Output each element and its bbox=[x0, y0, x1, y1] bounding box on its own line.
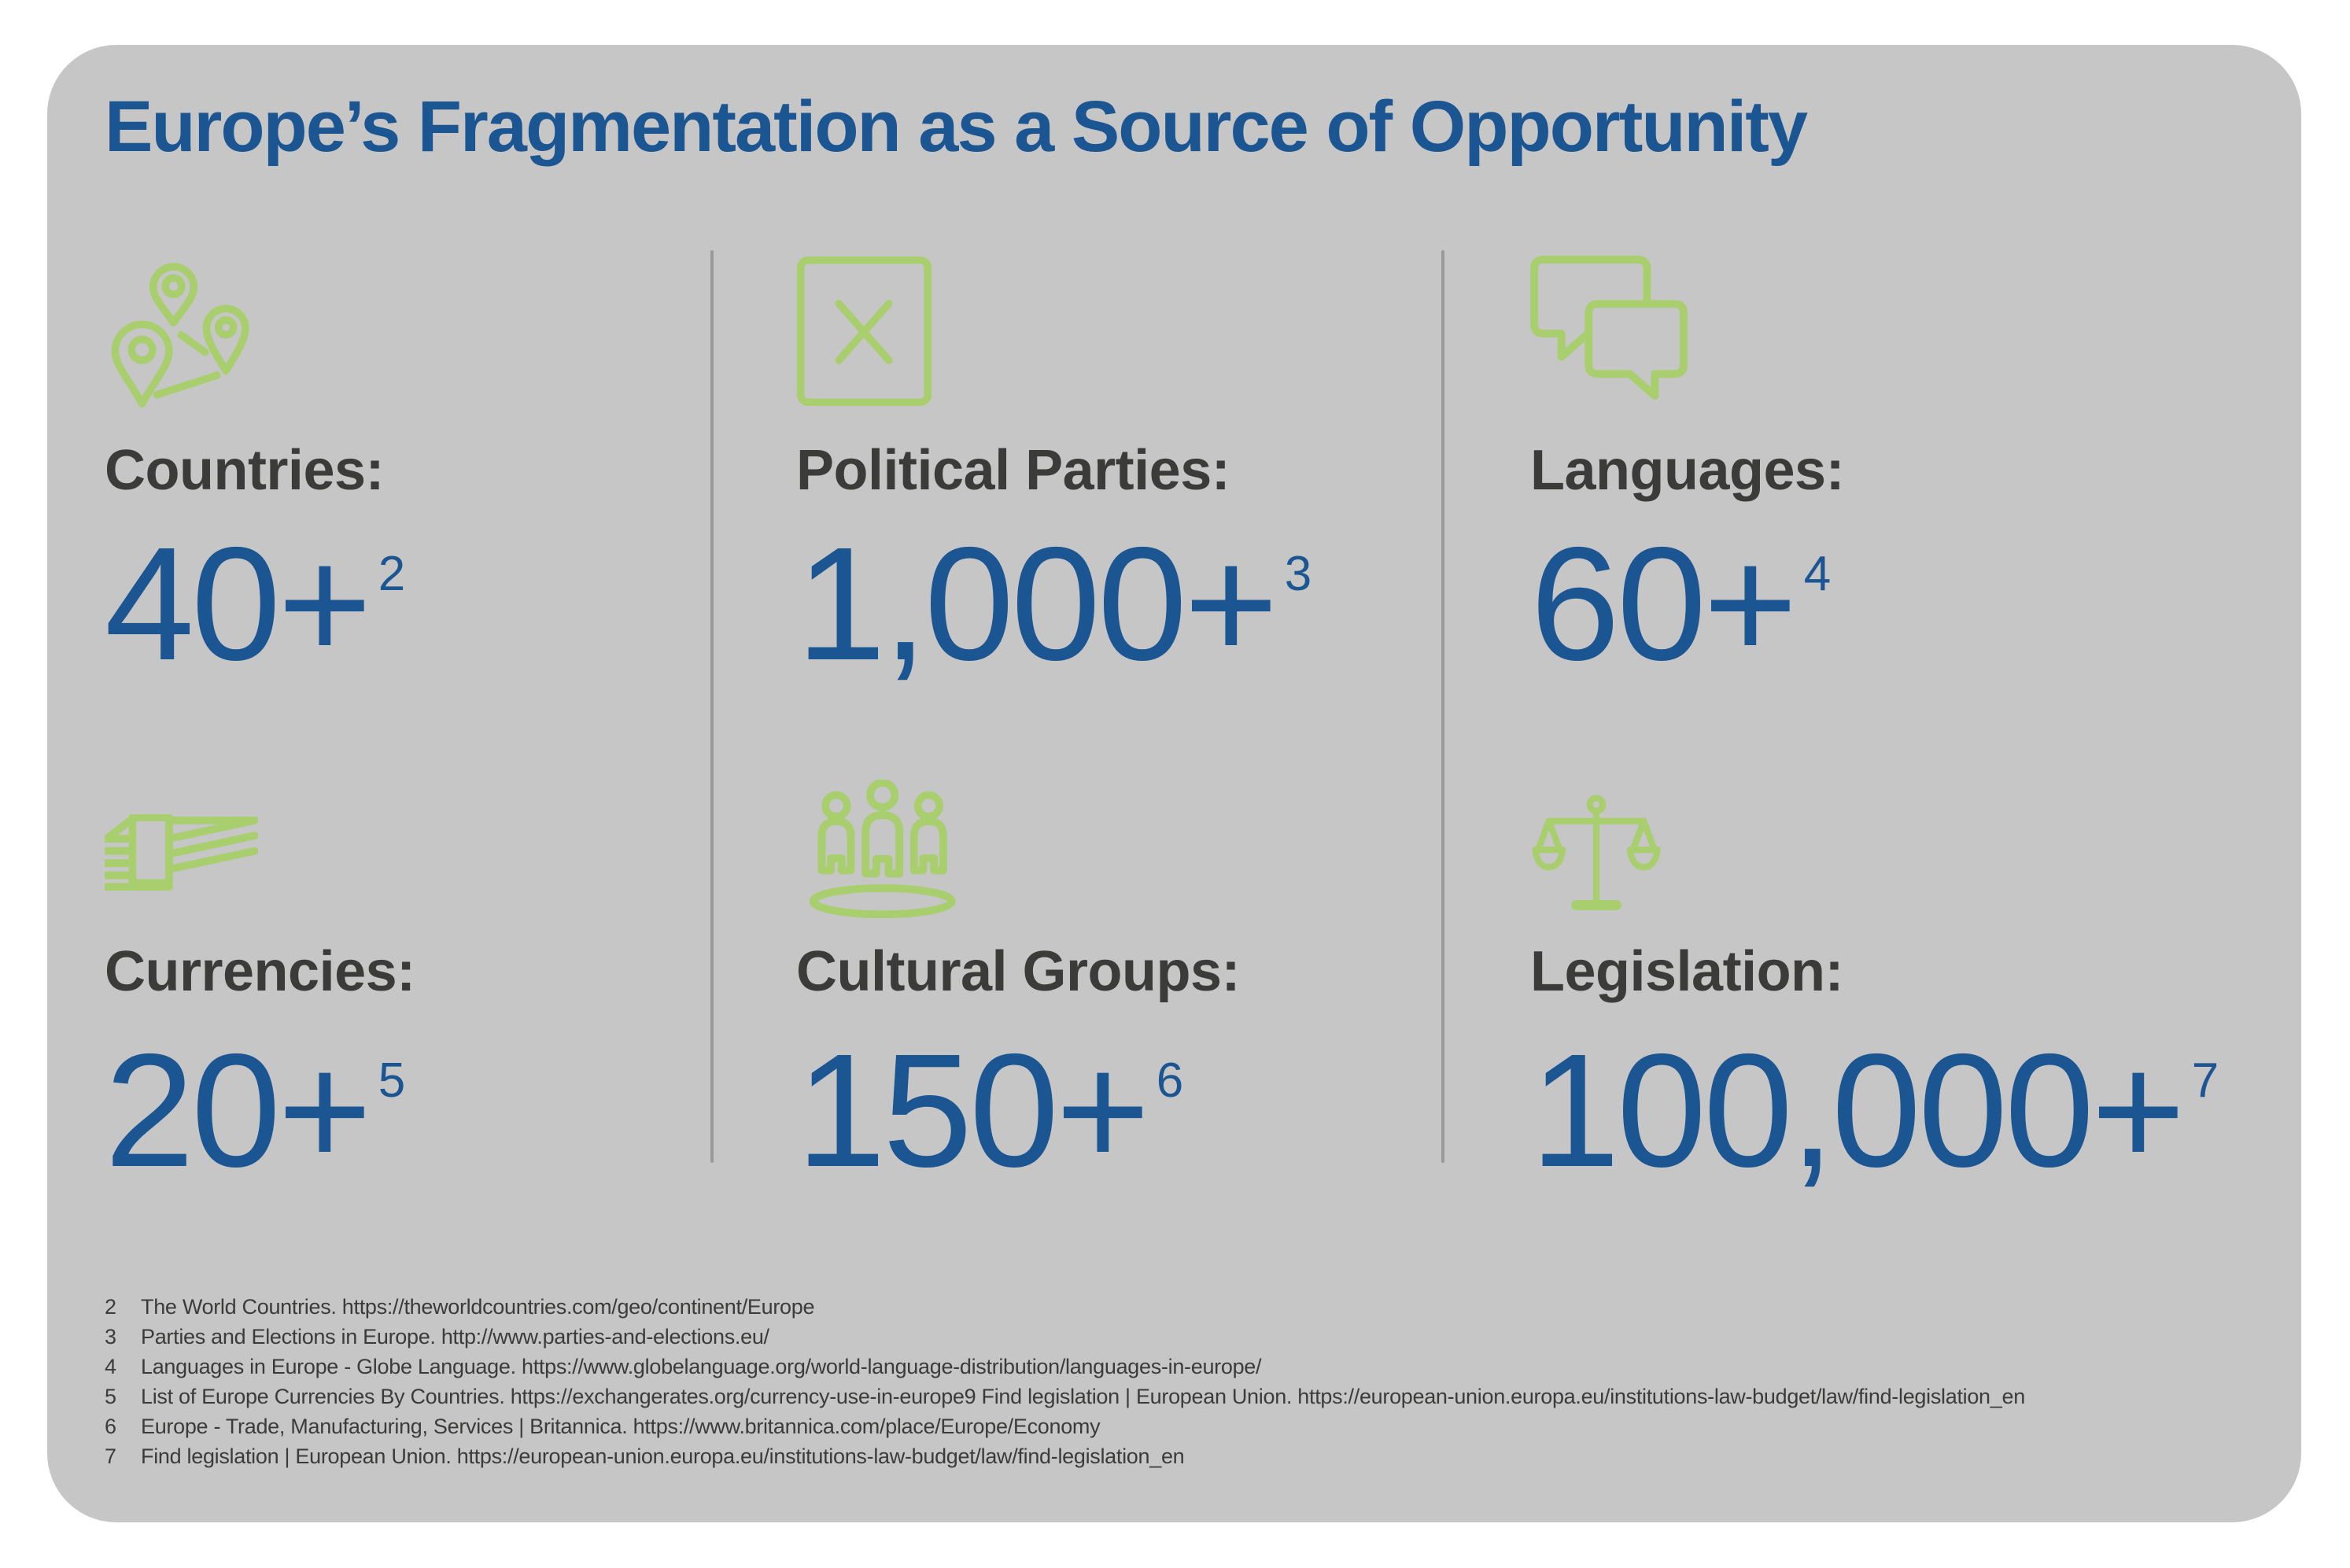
footnote-row: 3 Parties and Elections in Europe. http:… bbox=[105, 1322, 2025, 1352]
column-divider-2 bbox=[1441, 250, 1444, 1163]
footnote-text: Parties and Elections in Europe. http://… bbox=[141, 1325, 769, 1348]
footnote-number: 4 bbox=[105, 1355, 116, 1378]
footnote-text: List of Europe Currencies By Countries. … bbox=[141, 1385, 2025, 1408]
page-title: Europe’s Fragmentation as a Source of Op… bbox=[105, 87, 1808, 167]
speech-bubbles-icon bbox=[1530, 256, 1688, 400]
stat-value: 40+ 2 bbox=[105, 523, 405, 684]
stat-icon-box bbox=[1530, 256, 1844, 413]
footnote-text: Find legislation | European Union. https… bbox=[141, 1444, 1185, 1468]
footnote-number: 5 bbox=[105, 1385, 116, 1408]
scales-icon bbox=[1532, 795, 1661, 910]
footnotes: 2 The World Countries. https://theworldc… bbox=[105, 1292, 2025, 1471]
footnote-ref: 6 bbox=[1156, 1053, 1184, 1108]
stat-number: 100,000+ bbox=[1530, 1020, 2186, 1201]
footnote-text: Europe - Trade, Manufacturing, Services … bbox=[141, 1415, 1101, 1438]
footnote-text: The World Countries. https://theworldcou… bbox=[141, 1295, 815, 1319]
stat-cultural-groups: Cultural Groups: 150+ 6 bbox=[796, 780, 1241, 1191]
stat-label: Legislation: bbox=[1530, 940, 1844, 1003]
stat-label: Cultural Groups: bbox=[796, 940, 1241, 1003]
stat-currencies: Currencies: 20+ 5 bbox=[105, 791, 415, 1191]
stat-number: 1,000+ bbox=[796, 514, 1278, 694]
footnote-number: 2 bbox=[105, 1295, 116, 1319]
stat-value: 100,000+ 7 bbox=[1530, 1030, 2219, 1191]
stat-icon-box bbox=[796, 256, 1311, 413]
stat-label: Political Parties: bbox=[796, 439, 1230, 502]
stat-icon-box bbox=[796, 780, 1240, 936]
stat-political-parties: Political Parties: 1,000+ 3 bbox=[796, 256, 1311, 684]
ballot-box-icon bbox=[796, 256, 932, 407]
stat-icon-box bbox=[105, 256, 405, 413]
footnote-ref: 3 bbox=[1284, 547, 1312, 601]
stat-legislation: Legislation: 100,000+ 7 bbox=[1530, 791, 2219, 1191]
stat-number: 150+ bbox=[796, 1020, 1150, 1201]
footnote-row: 4 Languages in Europe - Globe Language. … bbox=[105, 1352, 2025, 1382]
map-pins-icon bbox=[111, 263, 249, 408]
stat-label: Countries: bbox=[105, 439, 385, 502]
footnote-ref: 7 bbox=[2191, 1053, 2219, 1108]
stat-label: Languages: bbox=[1530, 439, 1845, 502]
stat-countries: Countries: 40+ 2 bbox=[105, 256, 405, 684]
stat-value: 150+ 6 bbox=[796, 1030, 1240, 1191]
stat-number: 20+ bbox=[105, 1020, 372, 1201]
people-group-icon bbox=[809, 780, 956, 919]
footnote-number: 6 bbox=[105, 1415, 116, 1438]
stat-value: 20+ 5 bbox=[105, 1030, 415, 1191]
stat-value: 60+ 4 bbox=[1530, 523, 1844, 684]
banknotes-icon bbox=[105, 814, 258, 891]
column-divider-1 bbox=[710, 250, 714, 1163]
stat-value: 1,000+ 3 bbox=[796, 523, 1311, 684]
footnote-row: 7 Find legislation | European Union. htt… bbox=[105, 1441, 2025, 1471]
footnote-number: 3 bbox=[105, 1325, 116, 1348]
footnote-ref: 5 bbox=[378, 1053, 406, 1108]
stat-number: 60+ bbox=[1530, 514, 1798, 694]
footnote-row: 2 The World Countries. https://theworldc… bbox=[105, 1292, 2025, 1322]
stat-label: Currencies: bbox=[105, 940, 415, 1003]
stat-icon-box bbox=[105, 791, 415, 936]
footnote-row: 5 List of Europe Currencies By Countries… bbox=[105, 1382, 2025, 1411]
footnote-row: 6 Europe - Trade, Manufacturing, Service… bbox=[105, 1411, 2025, 1441]
footnote-text: Languages in Europe - Globe Language. ht… bbox=[141, 1355, 1262, 1378]
footnote-number: 7 bbox=[105, 1444, 116, 1468]
stat-languages: Languages: 60+ 4 bbox=[1530, 256, 1845, 684]
infographic-card: Europe’s Fragmentation as a Source of Op… bbox=[47, 45, 2301, 1522]
stat-number: 40+ bbox=[105, 514, 372, 694]
stat-icon-box bbox=[1530, 791, 2219, 936]
footnote-ref: 4 bbox=[1803, 547, 1832, 601]
footnote-ref: 2 bbox=[378, 547, 406, 601]
